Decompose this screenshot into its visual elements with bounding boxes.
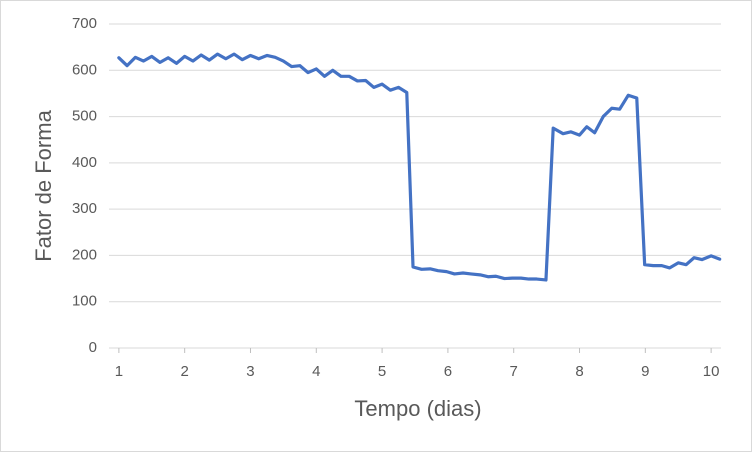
- y-tick-label: 300: [72, 200, 97, 217]
- x-tick-label: 3: [246, 363, 254, 380]
- data-line: [117, 52, 722, 282]
- x-tick-label: 7: [510, 363, 518, 380]
- x-tick-label: 10: [703, 363, 720, 380]
- y-tick-label: 500: [72, 108, 97, 125]
- y-tick-label: 700: [72, 15, 97, 32]
- y-axis-label: Fator de Forma: [31, 109, 56, 261]
- x-tick-label: 9: [641, 363, 649, 380]
- y-tick-label: 0: [89, 339, 97, 356]
- x-axis-label: Tempo (dias): [354, 396, 481, 421]
- x-tick-label: 5: [378, 363, 386, 380]
- x-tick-label: 6: [444, 363, 452, 380]
- y-tick-label: 100: [72, 293, 97, 310]
- y-tick-label: 600: [72, 61, 97, 78]
- x-tick-label: 4: [312, 363, 320, 380]
- x-tick-label: 8: [575, 363, 583, 380]
- x-tick-label: 1: [115, 363, 123, 380]
- y-tick-label: 200: [72, 246, 97, 263]
- y-tick-label: 400: [72, 154, 97, 171]
- x-tick-label: 2: [181, 363, 189, 380]
